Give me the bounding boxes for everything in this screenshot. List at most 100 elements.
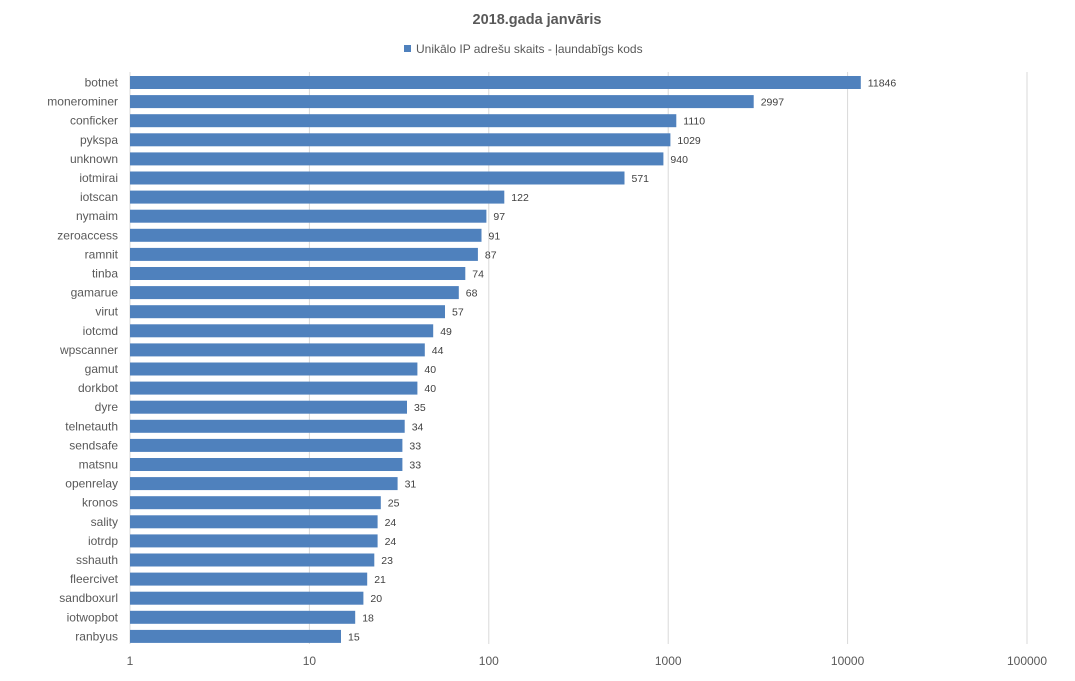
legend-swatch: [404, 45, 411, 52]
data-label: 68: [466, 288, 478, 300]
data-label: 25: [388, 498, 400, 510]
bar-iotmirai: [130, 171, 625, 185]
data-label: 21: [374, 574, 386, 586]
data-label: 2997: [761, 97, 785, 109]
bar-sshauth: [130, 553, 375, 567]
bar-sality: [130, 515, 378, 529]
data-label: 18: [362, 612, 374, 624]
category-label: tinba: [92, 267, 118, 281]
data-label: 40: [424, 364, 436, 376]
bar-pykspa: [130, 133, 671, 147]
data-label: 23: [381, 555, 393, 567]
data-label: 1029: [677, 135, 701, 147]
x-tick-label: 100000: [1007, 654, 1047, 668]
category-labels: botnet monerominer conficker pykspa unknown i…: [47, 76, 118, 644]
bar-monerominer: [130, 95, 754, 109]
data-label: 31: [405, 479, 417, 491]
data-label: 33: [409, 460, 421, 472]
category-label: gamarue: [71, 286, 119, 300]
category-label: pykspa: [80, 133, 118, 147]
bar-ramnit: [130, 247, 478, 261]
bar-conficker: [130, 114, 677, 128]
bar-kronos: [130, 496, 381, 510]
x-tick-label: 10: [303, 654, 317, 668]
data-label: 33: [409, 440, 421, 452]
category-label: sendsafe: [69, 438, 118, 452]
bars: [130, 76, 861, 643]
bar-virut: [130, 305, 445, 319]
bar-dorkbot: [130, 381, 418, 395]
bar-botnet: [130, 76, 861, 89]
data-label: 87: [485, 249, 497, 261]
bar-wpscanner: [130, 343, 425, 357]
data-label: 44: [432, 345, 444, 357]
category-label: sality: [91, 515, 118, 529]
data-label: 940: [670, 154, 688, 166]
bar-fleercivet: [130, 572, 368, 586]
legend-label: Unikālo IP adrešu skaits - ļaundabīgs ko…: [416, 42, 643, 56]
legend: Unikālo IP adrešu skaits - ļaundabīgs ko…: [404, 42, 643, 56]
grid: [129, 72, 1028, 644]
bar-nymaim: [130, 209, 487, 223]
category-label: nymaim: [76, 209, 118, 223]
category-label: kronos: [82, 496, 118, 510]
bar-unknown: [130, 152, 664, 166]
category-label: iotwopbot: [67, 610, 119, 624]
bar-sendsafe: [130, 438, 403, 452]
data-label: 24: [385, 517, 397, 529]
data-label: 74: [472, 269, 484, 281]
bar-iotwopbot: [130, 610, 356, 624]
category-label: dyre: [95, 400, 119, 414]
bar-gamarue: [130, 286, 459, 300]
category-label: gamut: [85, 362, 119, 376]
category-label: sshauth: [76, 553, 118, 567]
data-label: 35: [414, 402, 426, 414]
data-label: 57: [452, 307, 464, 319]
data-label: 20: [370, 593, 382, 605]
category-label: unknown: [70, 152, 118, 166]
bar-telnetauth: [130, 419, 405, 433]
data-label: 91: [489, 230, 501, 242]
category-label: fleercivet: [70, 572, 119, 586]
data-label: 1110: [683, 116, 705, 128]
category-label: sandboxurl: [59, 591, 118, 605]
bar-zeroaccess: [130, 228, 482, 242]
data-label: 11846: [868, 78, 897, 90]
data-label: 122: [511, 192, 529, 204]
data-label: 97: [493, 211, 505, 223]
bar-sandboxurl: [130, 591, 364, 605]
bar-dyre: [130, 400, 407, 414]
category-label: matsnu: [79, 458, 118, 472]
data-label: 15: [348, 631, 360, 643]
data-label: 24: [385, 536, 397, 548]
bar-iotscan: [130, 190, 505, 204]
category-label: openrelay: [65, 477, 118, 491]
category-label: monerominer: [47, 95, 118, 109]
bar-ranbyus: [130, 629, 341, 643]
category-label: wpscanner: [59, 343, 118, 357]
x-tick-label: 1000: [655, 654, 682, 668]
bar-tinba: [130, 267, 466, 280]
data-label: 49: [440, 326, 452, 338]
data-label: 34: [412, 421, 424, 433]
bar-iotrdp: [130, 534, 378, 548]
category-label: iotrdp: [88, 534, 118, 548]
category-label: iotcmd: [83, 324, 118, 338]
category-label: telnetauth: [65, 419, 118, 433]
bar-iotcmd: [130, 324, 434, 338]
x-axis-ticks: 1 10 100 1000 10000 100000: [127, 654, 1048, 668]
x-tick-label: 1: [127, 654, 134, 668]
category-label: virut: [95, 305, 118, 319]
category-label: ramnit: [85, 247, 119, 261]
chart-title: 2018.gada janvāris: [473, 12, 602, 28]
bar-gamut: [130, 362, 418, 376]
bar-matsnu: [130, 458, 403, 471]
category-label: conficker: [70, 114, 118, 128]
category-label: botnet: [85, 76, 119, 90]
category-label: zeroaccess: [57, 228, 118, 242]
category-label: dorkbot: [78, 381, 119, 395]
bar-openrelay: [130, 477, 398, 491]
x-tick-label: 100: [479, 654, 499, 668]
